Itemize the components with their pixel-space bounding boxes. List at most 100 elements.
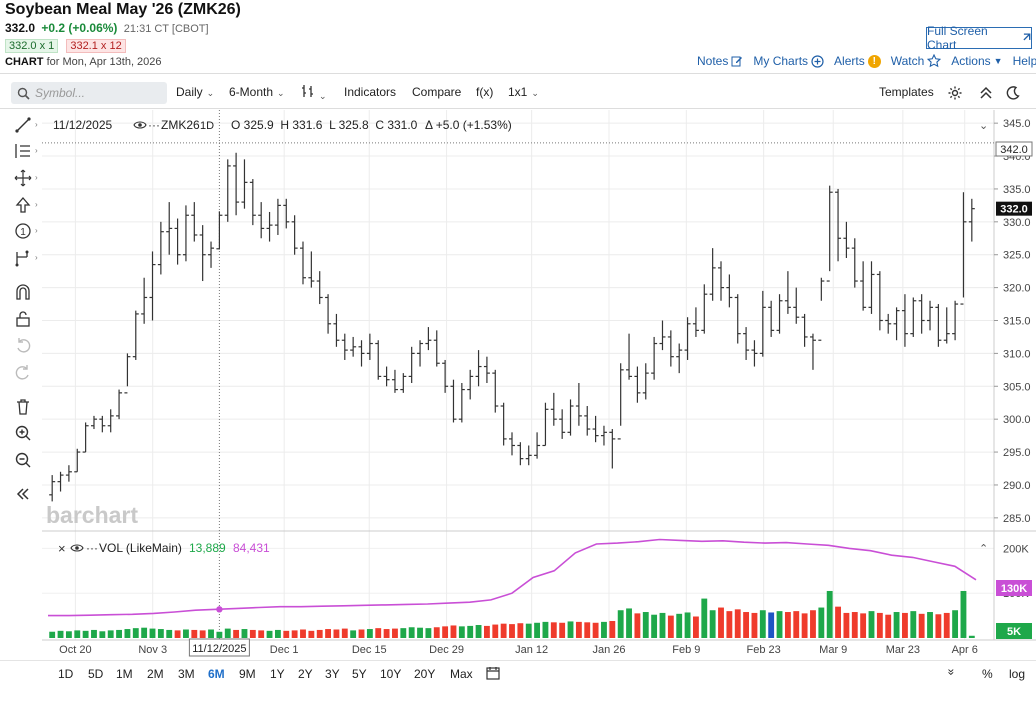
volume-bar [684, 612, 691, 638]
annotation-tool[interactable]: 1 [13, 221, 33, 241]
magnet-tool[interactable] [13, 282, 33, 302]
volume-bar [776, 611, 783, 638]
time-tick-label: Dec 29 [429, 644, 464, 656]
timeframe-3y[interactable]: 3Y [325, 667, 340, 681]
price-chart[interactable]: 285.0 290.0 295.0 300.0 305.0 310.0 315.0 320.0… [42, 110, 1036, 660]
volume-bar [952, 610, 959, 638]
actions-dropdown[interactable]: Actions ▼ [951, 54, 1002, 68]
log-scale-button[interactable]: log [1009, 667, 1026, 681]
interval-dropdown[interactable]: Daily ⌄ [176, 85, 214, 99]
volume-bar [701, 598, 708, 638]
chevron-right-icon[interactable]: › [35, 146, 38, 155]
volume-bar [258, 630, 265, 638]
volume-bar [642, 612, 649, 638]
bottom-divider [0, 660, 1036, 661]
eye-icon[interactable] [70, 544, 84, 552]
timeframe-10y[interactable]: 10Y [380, 667, 402, 681]
ohlc-bar [809, 333, 816, 370]
collapse-tools-button[interactable] [13, 484, 33, 504]
gear-icon [948, 86, 962, 100]
redo-button[interactable] [13, 362, 33, 382]
ohlc-bar [141, 277, 148, 324]
timeframe-1m[interactable]: 1M [116, 667, 133, 681]
range-dropdown[interactable]: 6-Month ⌄ [229, 85, 285, 99]
templates-button[interactable]: Templates [879, 85, 934, 99]
ohlc-bar [709, 248, 716, 301]
dark-mode-toggle[interactable] [1005, 85, 1021, 106]
chevron-right-icon[interactable]: › [35, 226, 38, 235]
fx-button[interactable]: f(x) [476, 85, 494, 99]
more-icon[interactable]: ··· [86, 541, 98, 555]
timeframe-20y[interactable]: 20Y [414, 667, 436, 681]
eye-icon[interactable] [133, 121, 147, 129]
compare-button[interactable]: Compare [412, 85, 462, 99]
timeframe-5y[interactable]: 5Y [352, 667, 367, 681]
chevron-right-icon[interactable]: › [35, 120, 38, 129]
shape-tool[interactable] [13, 168, 33, 188]
volume-bar [157, 629, 164, 638]
date-range-button[interactable] [486, 666, 500, 685]
fib-tool[interactable] [13, 141, 33, 161]
timeframe-max[interactable]: Max [450, 667, 473, 681]
indicators-button[interactable]: Indicators [344, 85, 397, 99]
timeframe-2m[interactable]: 2M [147, 667, 164, 681]
ohlc-bar [617, 363, 624, 440]
legend-interval: 1D [200, 120, 214, 132]
volume-bar [183, 629, 189, 638]
ohlc-bar [350, 336, 357, 357]
layout-dropdown[interactable]: 1x1 ⌄ [508, 85, 539, 99]
ohlc-bar [366, 333, 373, 360]
chevron-right-icon[interactable]: › [35, 200, 38, 209]
trend-line-tool[interactable] [13, 115, 33, 135]
measure-tool[interactable] [13, 248, 33, 268]
ohlc-bar [107, 409, 114, 433]
my-charts-label: My Charts [753, 54, 809, 68]
volume-bar [876, 612, 883, 638]
lock-tool[interactable] [13, 309, 33, 329]
chart-type-dropdown[interactable]: ⌄ [301, 83, 327, 102]
chevron-up-icon[interactable]: ⌃ [979, 543, 988, 555]
symbol-search[interactable]: Symbol... [11, 82, 167, 104]
timeframe-9m[interactable]: 9M [239, 667, 256, 681]
alerts-link[interactable]: Alerts ! [834, 54, 881, 68]
ohlc-bar [208, 241, 215, 268]
undo-button[interactable] [13, 335, 33, 355]
percent-scale-button[interactable]: % [982, 667, 993, 681]
notes-link[interactable]: Notes [697, 54, 743, 68]
more-icon[interactable]: ··· [148, 118, 160, 132]
timeframe-1d[interactable]: 1D [58, 667, 74, 681]
chevron-right-icon[interactable]: › [35, 173, 38, 182]
arrow-tool[interactable] [13, 195, 33, 215]
ohlc-bar [299, 241, 306, 285]
volume-bar [509, 624, 515, 638]
chevron-right-icon[interactable]: › [35, 253, 38, 262]
delete-drawings-button[interactable] [13, 397, 33, 417]
timeframe-6m[interactable]: 6M [208, 667, 225, 681]
timeframe-2y[interactable]: 2Y [298, 667, 313, 681]
ohlc-bar [843, 221, 850, 259]
my-charts-link[interactable]: My Charts [753, 54, 824, 68]
ohlc-bar [509, 432, 515, 456]
volume-bar [801, 613, 808, 638]
close-icon[interactable]: × [58, 541, 66, 556]
full-screen-chart-button[interactable]: Full Screen Chart [926, 24, 1032, 52]
settings-button[interactable] [947, 85, 963, 106]
timeframe-1y[interactable]: 1Y [270, 667, 285, 681]
ohlc-bar [308, 251, 315, 288]
timeframe-5d[interactable]: 5D [88, 667, 104, 681]
ohlc-bar [726, 274, 733, 308]
zoom-in-button[interactable] [13, 423, 33, 443]
help-link[interactable]: Help ? [1013, 54, 1036, 68]
ohlc-bar [500, 402, 507, 446]
ohlc-bar [835, 188, 842, 262]
watch-link[interactable]: Watch [891, 54, 942, 68]
legend-collapse-icon[interactable]: ⌄ [979, 120, 988, 132]
volume-bar [500, 623, 507, 638]
ohlc-bar [483, 356, 490, 383]
timeframe-3m[interactable]: 3M [178, 667, 195, 681]
collapse-up-button[interactable] [978, 85, 994, 106]
scroll-to-end-icon[interactable]: » [944, 668, 959, 676]
zoom-out-button[interactable] [13, 450, 33, 470]
volume-bar [617, 610, 624, 638]
toolbar-divider [0, 108, 1036, 109]
